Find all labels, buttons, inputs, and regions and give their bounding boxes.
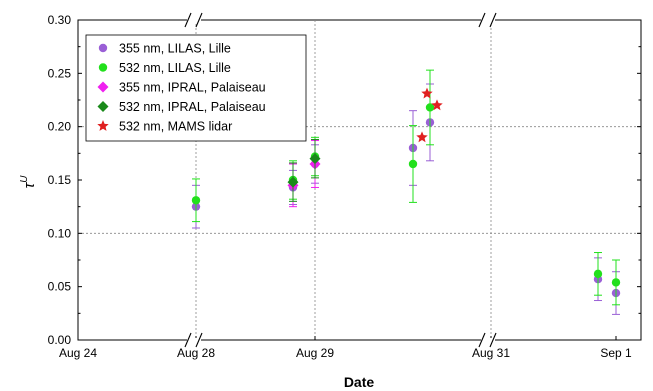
x-tick-label: Aug 29 bbox=[296, 346, 334, 360]
legend-label: 532 nm, IPRAL, Palaiseau bbox=[119, 100, 266, 114]
x-tick-label: Aug 28 bbox=[177, 346, 215, 360]
axis-break-mark bbox=[478, 12, 486, 28]
axis-break-gap bbox=[187, 18, 201, 22]
x-tick-label: Sep 1 bbox=[600, 346, 632, 360]
axis-break-gap bbox=[481, 18, 495, 22]
x-tick-label: Aug 24 bbox=[59, 346, 97, 360]
x-axis: Aug 24 Aug 28 Aug 29 Aug 31 Sep 1 bbox=[59, 336, 632, 360]
axis-break-mark bbox=[195, 12, 203, 28]
data-point bbox=[191, 196, 201, 205]
data-point bbox=[421, 87, 433, 99]
y-tick-label: 0.30 bbox=[48, 13, 72, 27]
legend-marker bbox=[98, 43, 108, 53]
legend-label: 532 nm, MAMS lidar bbox=[119, 120, 232, 134]
axis-break-mark bbox=[489, 332, 497, 348]
data-point bbox=[287, 176, 299, 188]
axis-break-mark bbox=[195, 332, 203, 348]
legend-marker bbox=[97, 81, 109, 93]
data-point bbox=[593, 269, 603, 279]
y-axis-label-superscript: U bbox=[19, 175, 30, 183]
series-group bbox=[191, 69, 621, 306]
legend-box bbox=[85, 34, 307, 142]
axis-break-mark bbox=[478, 332, 486, 348]
data-point bbox=[431, 99, 443, 111]
axis-break-mark bbox=[184, 12, 192, 28]
y-tick-label: 0.25 bbox=[48, 66, 72, 80]
axis-break-mark bbox=[184, 332, 192, 348]
data-point bbox=[611, 278, 621, 287]
y-axis-label-group: τU bbox=[19, 175, 38, 189]
data-point bbox=[408, 159, 418, 169]
axis-breaks bbox=[184, 12, 497, 348]
axis-break-gap bbox=[481, 338, 495, 342]
x-tick-label: Aug 31 bbox=[472, 346, 510, 360]
legend-label: 355 nm, LILAS, Lille bbox=[119, 42, 231, 56]
y-tick-label: 0.15 bbox=[48, 173, 72, 187]
legend-label: 355 nm, IPRAL, Palaiseau bbox=[119, 81, 266, 95]
y-tick-label: 0.05 bbox=[48, 280, 72, 294]
y-axis-label: τU bbox=[19, 175, 38, 189]
y-axis-label-symbol: τ bbox=[21, 181, 38, 188]
axis-break-mark bbox=[489, 12, 497, 28]
data-point bbox=[416, 131, 428, 143]
series-group bbox=[416, 87, 443, 143]
legend-marker bbox=[97, 101, 109, 112]
data-points bbox=[191, 69, 621, 315]
y-axis: 0.00 0.05 0.10 0.15 0.20 0.25 0.30 bbox=[48, 13, 641, 347]
legend-label: 532 nm, LILAS, Lille bbox=[119, 61, 231, 75]
y-tick-label: 0.00 bbox=[48, 333, 72, 347]
legend-marker bbox=[97, 120, 109, 131]
y-tick-label: 0.10 bbox=[48, 226, 72, 240]
x-axis-label: Date bbox=[344, 374, 375, 390]
legend: 355 nm, LILAS, Lille 532 nm, LILAS, Lille… bbox=[85, 34, 307, 142]
data-point bbox=[309, 153, 321, 165]
series-group bbox=[287, 138, 321, 202]
legend-marker bbox=[98, 63, 108, 72]
y-tick-label: 0.20 bbox=[48, 120, 72, 134]
data-point bbox=[425, 103, 435, 112]
axis-break-gap bbox=[187, 338, 201, 342]
legend-items: 355 nm, LILAS, Lille 532 nm, LILAS, Lille… bbox=[97, 42, 266, 134]
